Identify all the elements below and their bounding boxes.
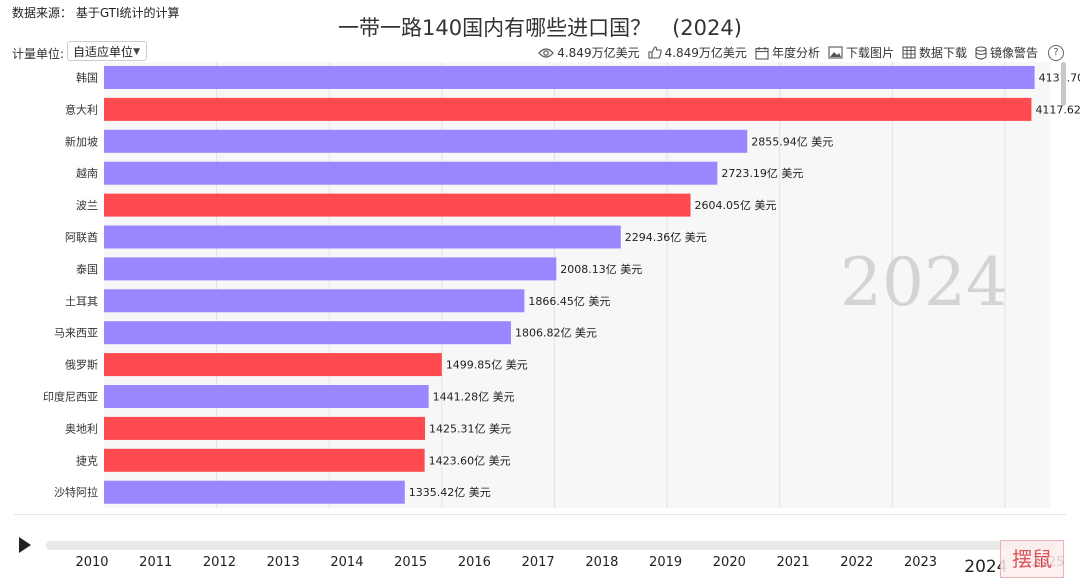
timeline-year[interactable]: 2023 [903,555,938,570]
download-data-label: 数据下载 [918,46,967,60]
timeline-year[interactable]: 2012 [202,555,236,570]
views-stat: 4.849万亿美元 [538,44,640,61]
unit-dropdown[interactable]: 自适应单位 ▼ [67,41,147,61]
value-label: 1335.42亿 美元 [409,486,491,499]
bar[interactable] [104,321,511,345]
corner-logo: 摆鼠 [1000,540,1064,578]
value-label: 1806.82亿 美元 [515,327,597,340]
timeline-year[interactable]: 2017 [521,555,555,570]
unit-dropdown-value: 自适应单位 [73,45,134,59]
bar[interactable] [104,161,718,185]
category-label: 马来西亚 [54,327,98,340]
bar[interactable] [104,257,557,281]
category-label: 土耳其 [65,295,98,308]
chart-title: 一带一路140国内有哪些进口国？ (2024) [338,16,742,40]
bar[interactable] [104,289,525,313]
category-label: 越南 [76,166,98,180]
eye-icon [538,47,555,58]
timeline-year[interactable]: 2014 [330,555,364,570]
timeline-track[interactable] [46,541,1056,550]
timeline-year[interactable]: 2015 [394,555,428,570]
data-source: 数据来源： 基于GTI统计的计算 [12,6,180,20]
timeline-year[interactable]: 2013 [266,555,300,570]
mirror-warning-label: 镜像警告 [989,46,1038,60]
timeline-year[interactable]: 2011 [139,555,173,570]
chevron-down-icon: ▼ [133,47,140,57]
value-label: 2723.19亿 美元 [721,167,803,180]
year-watermark: 2024 [840,244,1008,321]
timeline-year[interactable]: 2020 [712,555,746,570]
bar[interactable] [104,353,442,377]
value-label: 4131.70亿 美元 [1039,72,1080,85]
category-label: 韩国 [76,71,98,85]
scrollbar[interactable] [1061,62,1066,106]
unit-label: 计量单位: [12,47,65,61]
likes-value: 4.849万亿美元 [664,46,747,60]
timeline-year[interactable]: 2022 [840,555,874,570]
download-image-label: 下载图片 [845,46,894,60]
bar[interactable] [104,385,429,408]
category-label: 沙特阿拉 [54,485,98,499]
value-label: 1423.60亿 美元 [429,454,511,467]
download-data-button[interactable]: 数据下载 [902,44,967,61]
category-label: 阿联酋 [65,230,98,244]
toolbar: 4.849万亿美元 4.849万亿美元 年度分析 下载图片 数据下载 [530,44,1064,61]
table-icon [902,46,916,59]
annual-analysis-label: 年度分析 [771,46,820,60]
value-label: 2008.13亿 美元 [560,263,642,276]
bar[interactable] [104,448,425,472]
value-label: 2855.94亿 美元 [751,135,833,148]
category-label: 波兰 [76,199,98,212]
category-label: 意大利 [65,102,98,116]
bar[interactable] [104,416,426,440]
category-label: 捷克 [76,453,98,467]
bar[interactable] [104,97,1032,121]
download-image-button[interactable]: 下载图片 [828,44,894,61]
timeline-year[interactable]: 2021 [776,555,810,570]
timeline-year[interactable]: 2016 [457,555,491,570]
category-label: 新加坡 [65,134,98,148]
mirror-warning-button[interactable]: 镜像警告 [975,44,1038,61]
value-label: 1425.31亿 美元 [429,422,511,435]
views-value: 4.849万亿美元 [557,46,640,60]
timeline-year[interactable]: 2019 [649,555,683,570]
value-label: 1866.45亿 美元 [528,295,610,308]
divider [14,514,1066,515]
value-label: 2604.05亿 美元 [695,199,777,212]
value-label: 4117.62亿 美元 [1035,103,1080,116]
bar[interactable] [104,193,691,217]
value-label: 1441.28亿 美元 [433,391,515,404]
database-icon [975,45,987,60]
thumbs-up-icon [648,46,662,59]
bar[interactable] [104,480,405,504]
timeline-year[interactable]: 2018 [585,555,619,570]
bar[interactable] [104,225,621,249]
category-label: 俄罗斯 [65,359,98,372]
help-icon[interactable]: ? [1048,44,1064,61]
timeline-year[interactable]: 2010 [75,555,109,570]
value-label: 1499.85亿 美元 [446,359,528,372]
category-label: 泰国 [76,262,98,276]
calendar-icon [755,46,769,60]
play-icon[interactable] [19,537,31,553]
value-label: 2294.36亿 美元 [625,231,707,244]
bar[interactable] [104,66,1035,89]
category-label: 奥地利 [65,421,98,435]
timeline-years: 2010 2011 2012 2013 2014 2015 2016 2017 2018 2019… [0,555,1080,577]
category-label: 印度尼西亚 [43,390,98,404]
image-icon [828,46,843,59]
annual-analysis-button[interactable]: 年度分析 [755,44,820,61]
bar[interactable] [104,129,748,153]
likes-stat: 4.849万亿美元 [648,44,747,61]
timeline-year[interactable]: 2024 [964,557,1008,577]
